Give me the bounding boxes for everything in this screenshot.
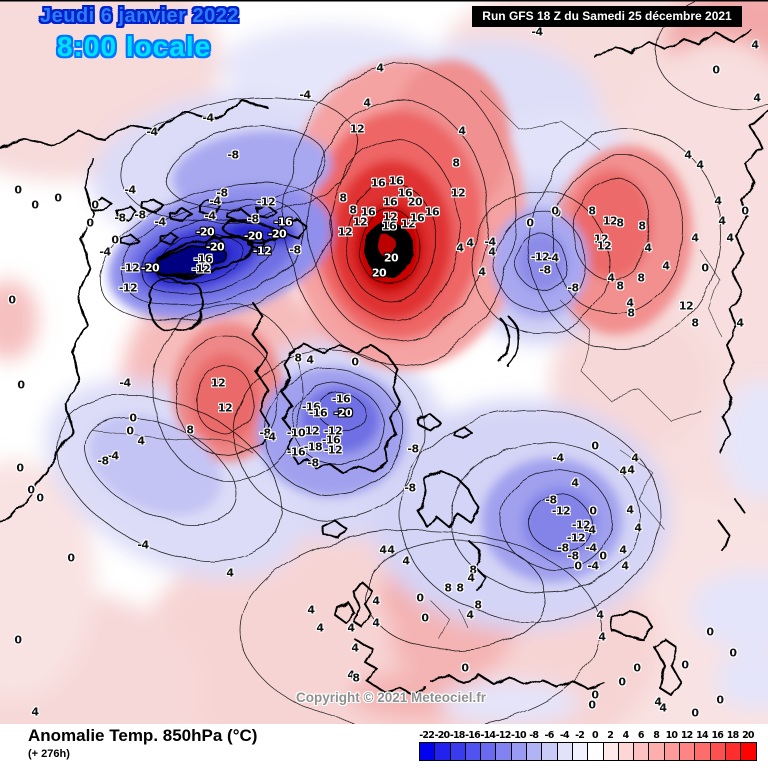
contour-lines-layer	[56, 0, 768, 731]
scale-color-box	[464, 742, 482, 761]
scale-tick-labels: -22 -20 -18 -16 -14 -12 -10 -8 -6 -4 -2 0 2 4 6 8 10 12 14…	[419, 730, 757, 741]
scale-color-box	[617, 742, 635, 761]
scale-tick-label: -6	[544, 730, 555, 741]
valid-date-text: Jeudi 6 janvier 2022	[40, 5, 240, 27]
copyright-text: Copyright © 2021 Meteociel.fr	[296, 690, 486, 705]
scale-color-box	[510, 742, 528, 761]
scale-tick-label: -2	[575, 730, 585, 741]
scale-tick-label: 6	[637, 730, 645, 741]
run-info-box: Run GFS 18 Z du Samedi 25 décembre 2021	[472, 6, 742, 27]
scale-color-box	[480, 742, 497, 761]
color-scale-legend: -22 -20 -18 -16 -14 -12 -10 -8 -6 -4 -2 0 2 4 6 8 10 12 14…	[419, 730, 757, 761]
scale-tick-label: 12	[680, 730, 693, 741]
scale-tick-label: 0	[592, 730, 599, 741]
scale-tick-label: 2	[607, 730, 614, 741]
scale-tick-label: -4	[559, 730, 570, 741]
scale-color-box	[740, 742, 757, 761]
scale-color-box	[679, 742, 696, 761]
date-overlay: Jeudi 6 janvier 2022 8:00 locale	[40, 5, 239, 63]
scale-color-box	[724, 742, 742, 761]
scale-color-box	[419, 742, 436, 761]
scale-tick-label: -22	[419, 730, 435, 741]
scale-color-box	[694, 742, 711, 761]
scale-tick-label: -16	[465, 730, 481, 741]
scale-tick-label: 10	[665, 730, 678, 741]
borders-layer	[91, 89, 726, 641]
scale-color-box	[587, 742, 604, 761]
scale-tick-label: 14	[696, 730, 708, 741]
scale-color-box	[526, 742, 543, 761]
scale-color-box	[602, 742, 619, 761]
scale-tick-label: -18	[449, 730, 466, 741]
scale-color-box	[541, 742, 558, 761]
scale-color-box	[648, 742, 665, 761]
scale-color-box	[709, 742, 726, 761]
scale-color-box	[449, 742, 466, 761]
scale-color-box	[633, 742, 650, 761]
scale-tick-label: -20	[434, 730, 451, 741]
scale-tick-label: -14	[480, 730, 496, 741]
scale-tick-label: -8	[529, 730, 539, 741]
map-top-frame	[0, 0, 768, 2]
run-info-text: Run GFS 18 Z du Samedi 25 décembre 2021	[482, 9, 732, 23]
scale-color-box	[495, 742, 512, 761]
scale-color-box	[434, 742, 451, 761]
scale-color-box	[556, 742, 573, 761]
valid-time-text: 8:00 locale	[57, 31, 212, 62]
parameter-title: Anomalie Temp. 850hPa (°C)	[28, 726, 258, 745]
scale-tick-label: 4	[622, 730, 630, 741]
scale-tick-label: -10	[511, 730, 527, 741]
scale-tick-label: -12	[495, 730, 512, 741]
footer-bar: Anomalie Temp. 850hPa (°C) (+ 276h) -22-…	[0, 724, 768, 768]
forecast-hour: (+ 276h)	[28, 748, 70, 760]
scale-tick-label: 8	[653, 730, 660, 741]
scale-color-box	[663, 742, 681, 761]
scale-color-box	[571, 742, 589, 761]
scale-tick-label: 16	[711, 730, 724, 741]
scale-tick-label: 18	[726, 730, 739, 741]
scale-color-boxes	[419, 742, 757, 761]
coastlines-layer	[0, 29, 768, 697]
scale-tick-label: 20	[742, 730, 754, 741]
